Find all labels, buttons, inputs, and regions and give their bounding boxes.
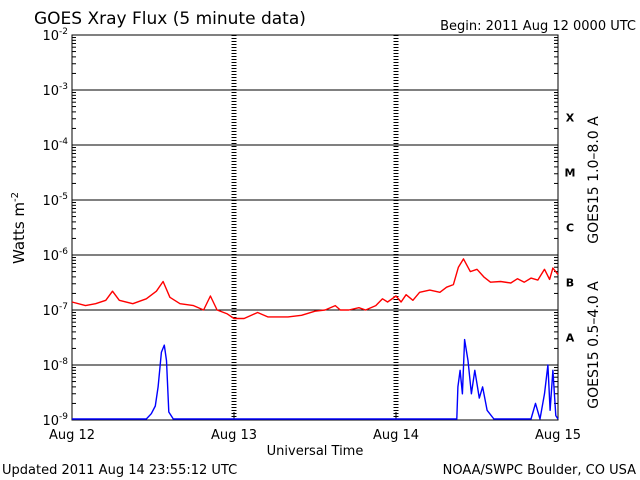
updated-timestamp: Updated 2011 Aug 14 23:55:12 UTC [2,463,237,478]
begin-date: Begin: 2011 Aug 12 0000 UTC [440,19,636,34]
x-axis-label: Universal Time [267,444,364,459]
x-tick-label: Aug 15 [535,428,581,443]
series-line-short [72,338,559,420]
y-tick-labels: 10-9 10-8 10-7 10-6 10-5 10-4 10-3 10-2 [42,27,68,429]
y-axis-label: Watts m-2 [10,192,28,264]
series-lines [71,258,559,420]
flare-class-label: M [565,167,576,180]
x-tick-label: Aug 14 [373,428,419,443]
credit-line: NOAA/SWPC Boulder, CO USA [443,463,636,478]
y-tick-label: 10-8 [42,357,68,374]
x-tick-label: Aug 12 [49,428,95,443]
x-tick-labels: Aug 12 Aug 13 Aug 14 Aug 15 [49,428,581,443]
y-tick-label: 10-3 [42,82,68,99]
y-tick-label: 10-4 [42,137,68,154]
y-tick-label: 10-9 [42,412,68,429]
x-tick-label: Aug 13 [211,428,257,443]
flare-class-labels: X M C B A [565,112,576,345]
y-tick-label: 10-2 [42,27,68,44]
legend-series-long: GOES15 1.0–8.0 A [586,116,602,244]
y-tick-label: 10-5 [42,192,68,209]
flare-class-label: B [566,277,574,290]
flare-class-label: A [566,332,575,345]
legend-series-short: GOES15 0.5–4.0 A [586,281,602,409]
y-tick-label: 10-6 [42,247,68,264]
plot-area [71,34,559,421]
grid-lines [72,35,558,420]
flare-class-label: C [566,222,574,235]
series-line-long [71,258,559,320]
chart-title: GOES Xray Flux (5 minute data) [34,9,306,29]
flare-class-label: X [566,112,575,125]
y-tick-label: 10-7 [42,302,68,319]
